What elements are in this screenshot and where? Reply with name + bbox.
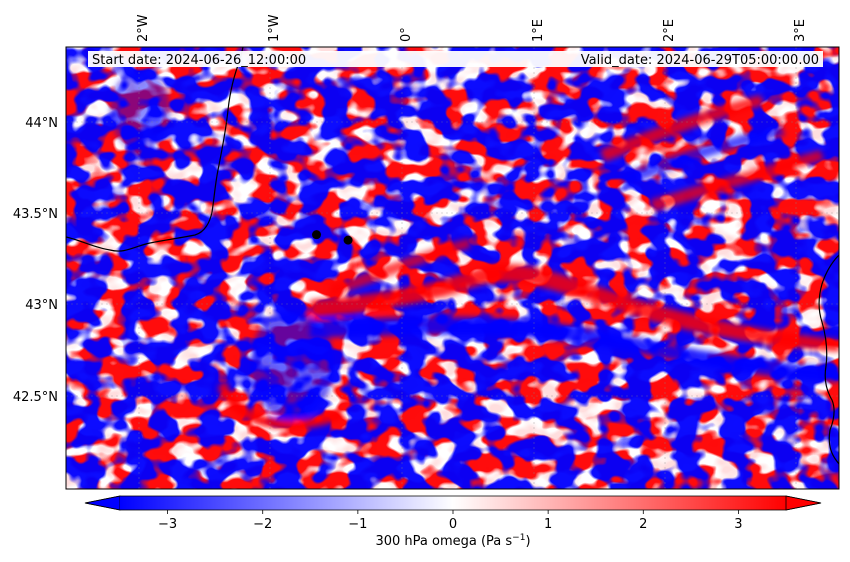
coastline bbox=[66, 47, 839, 465]
colorbar-title-close: ) bbox=[525, 534, 530, 549]
marker-2 bbox=[343, 235, 353, 245]
colorbar-tick-label: 2 bbox=[639, 517, 647, 532]
info-text-background bbox=[88, 51, 823, 67]
colorbar-extend-min bbox=[84, 495, 121, 511]
lat-tick-label: 42.5°N bbox=[13, 390, 58, 405]
start-date-label: Start date: 2024-06-26_12:00:00 bbox=[92, 53, 306, 68]
colorbar-ticks: −3 −2 −1 0 1 2 3 bbox=[158, 510, 743, 532]
colorbar-title-main: 300 hPa omega (Pa s bbox=[375, 534, 512, 549]
gridlines bbox=[66, 47, 839, 489]
lon-tick-labels: 2°W 1°W 0° 1°E 2°E 3°E bbox=[136, 14, 808, 42]
lon-tick-label: 2°E bbox=[662, 19, 677, 42]
marker-1 bbox=[312, 230, 322, 240]
lat-tick-label: 43°N bbox=[25, 298, 58, 313]
colorbar-bar bbox=[120, 496, 786, 510]
lon-tick-label: 0° bbox=[399, 27, 414, 42]
lon-tick-label: 1°E bbox=[531, 19, 546, 42]
lat-tick-label: 43.5°N bbox=[13, 207, 58, 222]
colorbar-extend-max bbox=[785, 495, 822, 511]
omega-field bbox=[66, 47, 839, 489]
lon-tick-label: 3°E bbox=[793, 19, 808, 42]
lon-tick-label: 1°W bbox=[267, 14, 282, 42]
map-frame bbox=[65, 46, 840, 490]
point-markers bbox=[312, 230, 353, 245]
colorbar-tick-label: −2 bbox=[253, 517, 272, 532]
colorbar-title-superscript: −1 bbox=[512, 533, 525, 543]
colorbar: −3 −2 −1 0 1 2 3 300 hPa omega (Pa s−1) bbox=[84, 495, 822, 549]
colorbar-tick-label: 0 bbox=[449, 517, 457, 532]
colorbar-title: 300 hPa omega (Pa s−1) bbox=[375, 533, 530, 549]
colorbar-tick-label: 3 bbox=[734, 517, 742, 532]
lat-tick-label: 44°N bbox=[25, 116, 58, 131]
valid-date-label: Valid_date: 2024-06-29T05:00:00.00 bbox=[581, 53, 819, 68]
lon-tick-label: 2°W bbox=[136, 14, 151, 42]
colorbar-tick-label: 1 bbox=[544, 517, 552, 532]
lat-tick-labels: 44°N 43.5°N 43°N 42.5°N bbox=[13, 116, 58, 405]
colorbar-tick-label: −3 bbox=[158, 517, 177, 532]
colorbar-tick-label: −1 bbox=[348, 517, 367, 532]
colorbar-outline bbox=[84, 495, 822, 511]
